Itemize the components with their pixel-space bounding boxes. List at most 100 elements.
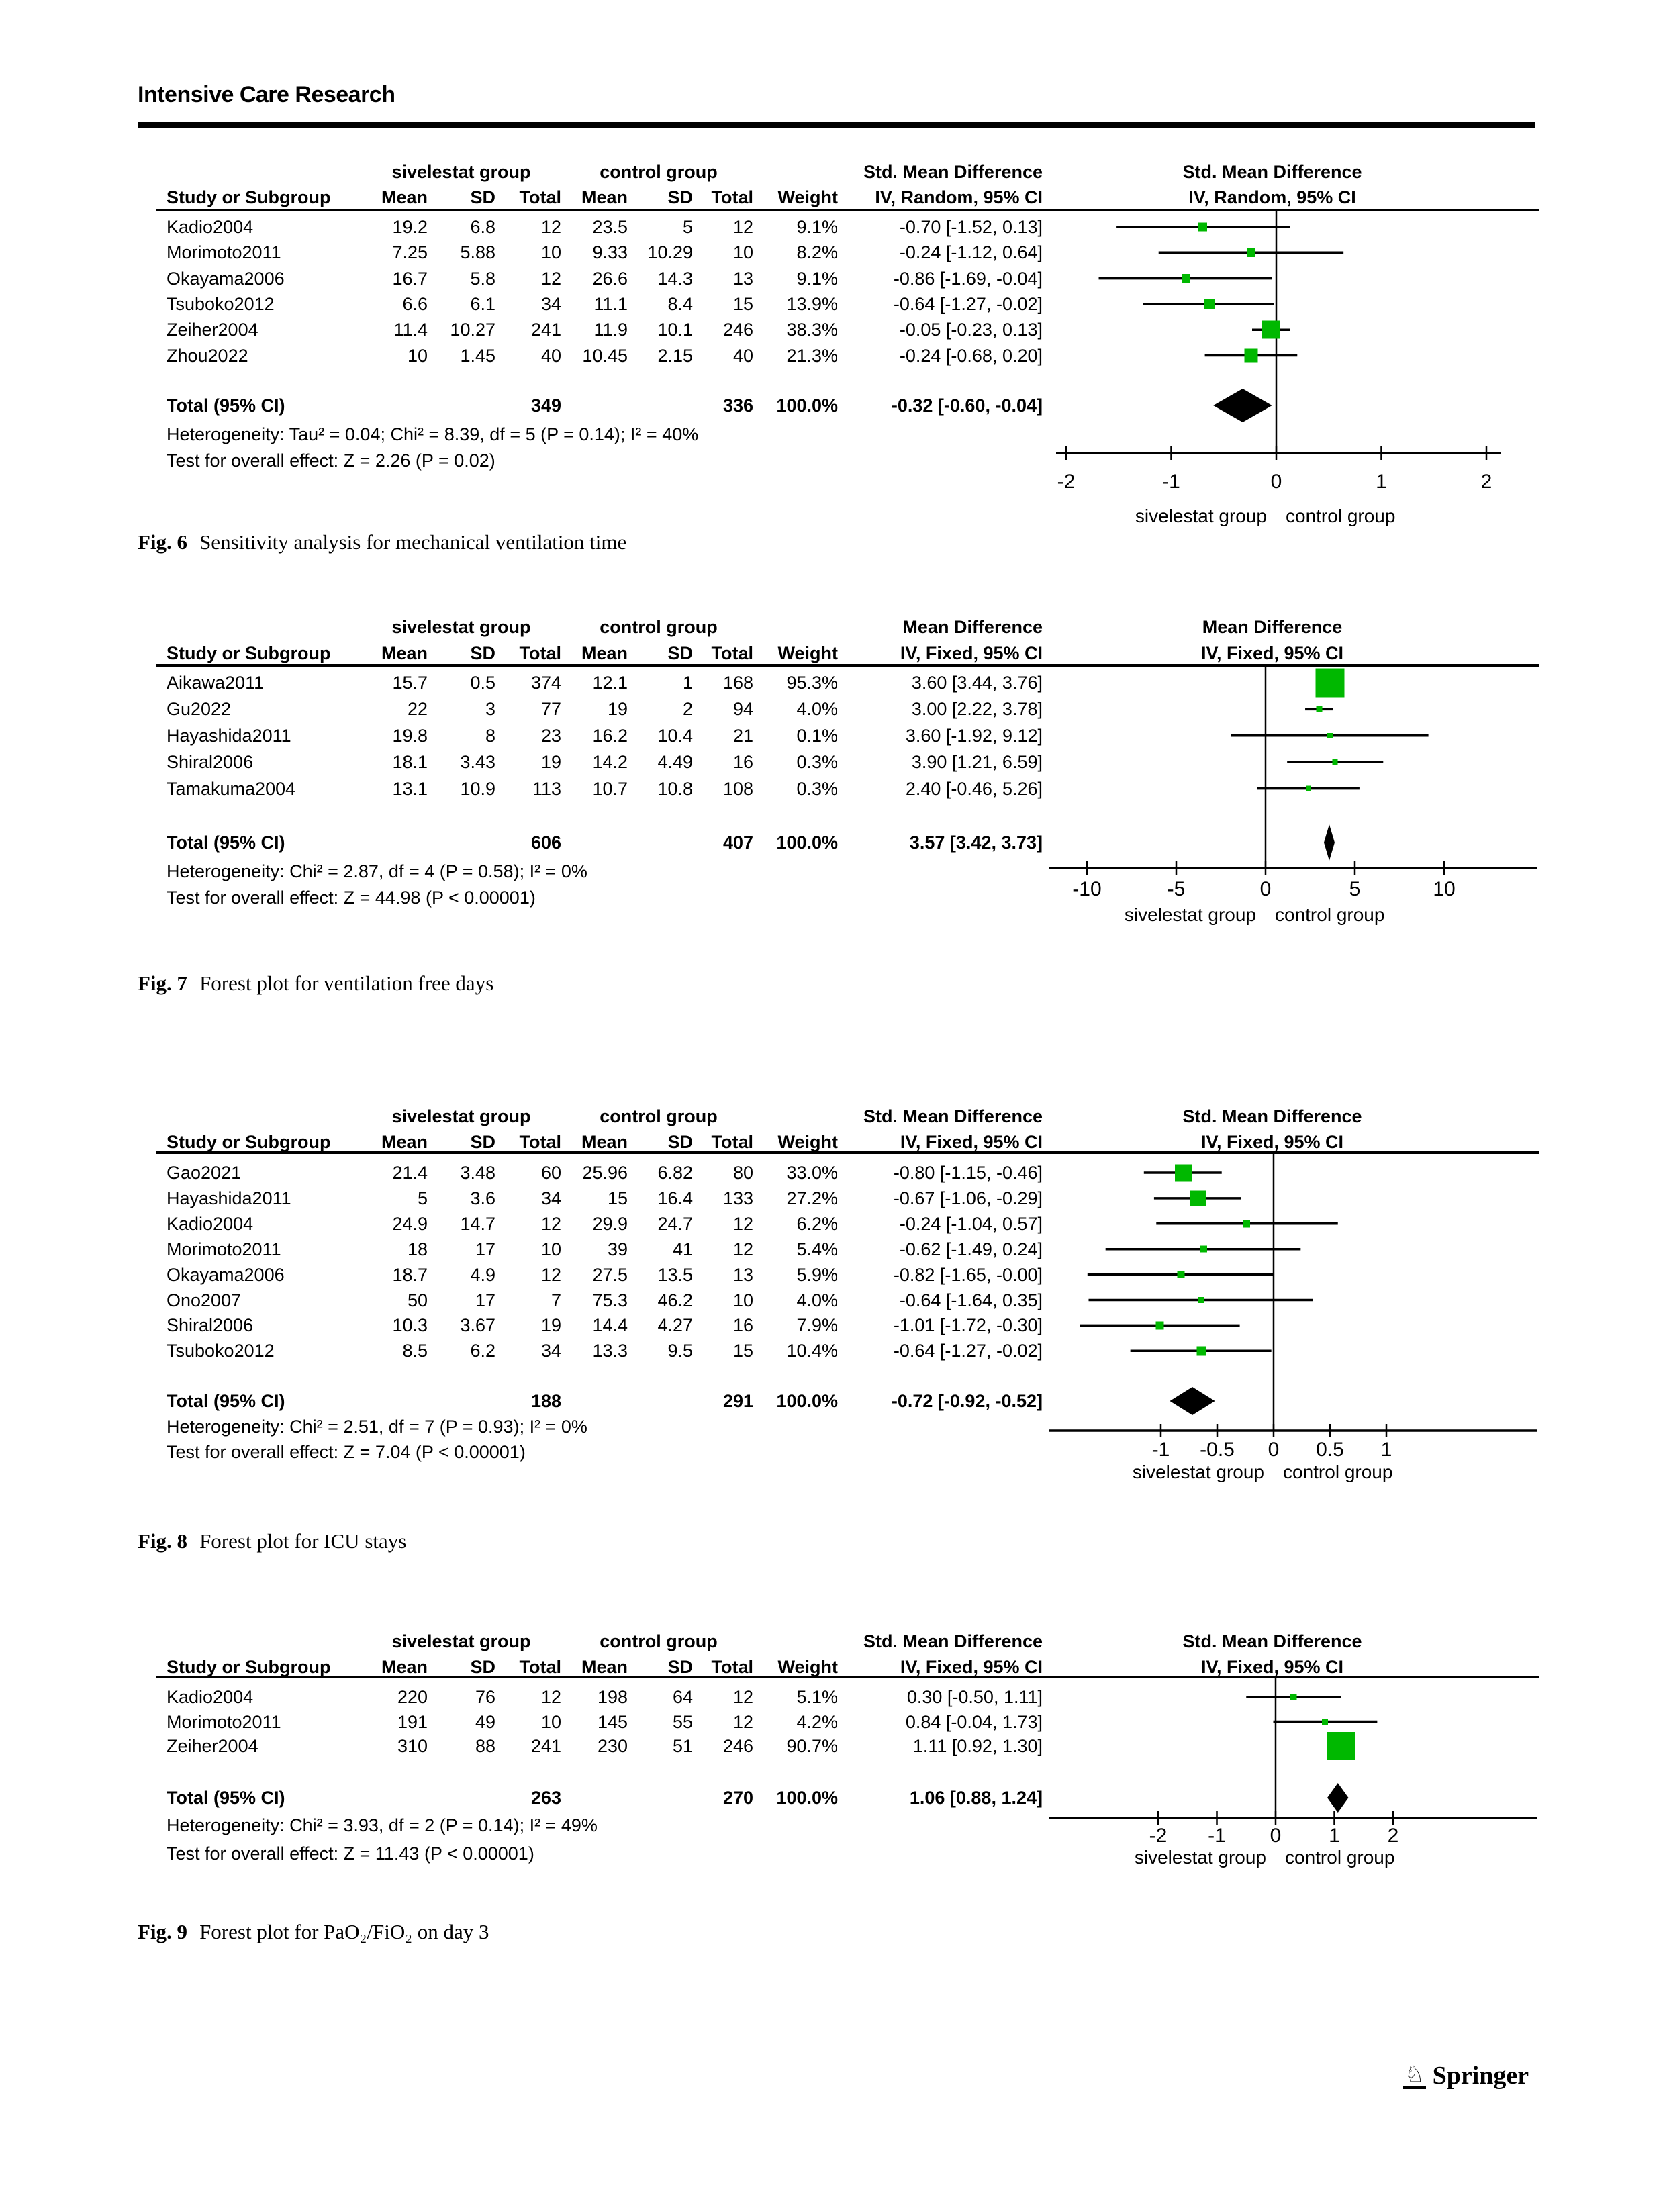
study-row-cell: 12 (732, 217, 753, 237)
study-row-cell: 3.90 [1.21, 6.59] (911, 752, 1043, 773)
study-row-cell: 77 (540, 699, 561, 720)
study-row-cell: -0.24 [-1.12, 0.64] (899, 242, 1043, 263)
total-row-n1: 349 (530, 395, 561, 416)
heterogeneity-text: Heterogeneity: Chi² = 3.93, df = 2 (P = … (166, 1815, 598, 1835)
plot-effect-header: Std. Mean Difference (1182, 1631, 1362, 1651)
study-row-cell: 0.3% (796, 752, 838, 773)
study-column-header: Study or Subgroup (166, 643, 331, 663)
study-row-cell: 3 (485, 699, 495, 720)
study-row-cell: 76 (475, 1687, 495, 1707)
study-row-cell: 191 (397, 1711, 428, 1732)
axis-tick-label: 0 (1268, 1439, 1280, 1461)
study-row-cell: 6.8 (470, 217, 495, 237)
springer-knight-icon: ♘ (1403, 2063, 1426, 2089)
axis-tick-label: 5 (1349, 878, 1361, 900)
study-row-label: Hayashida2011 (166, 1188, 291, 1208)
study-row-cell: 40 (732, 345, 753, 366)
figure-9-caption-text: Forest plot for PaO₂/FiO₂ on day 3 (199, 1920, 489, 1943)
study-column-header: Study or Subgroup (166, 187, 331, 207)
axis-right-group-label: control group (1285, 1847, 1394, 1868)
study-row-cell: 18.1 (392, 752, 428, 773)
effect-header: Std. Mean Difference (863, 162, 1043, 182)
column-header: Total (519, 187, 562, 207)
study-row-cell: 80 (732, 1163, 753, 1183)
method-header: IV, Fixed, 95% CI (900, 1132, 1043, 1152)
study-row-cell: 6.2% (796, 1213, 838, 1234)
study-row-cell: 13.3 (592, 1341, 628, 1361)
study-row-cell: 2.40 [-0.46, 5.26] (905, 778, 1043, 799)
column-header: Total (519, 1657, 562, 1677)
total-row-ci: -0.32 [-0.60, -0.04] (891, 395, 1043, 416)
study-row-cell: 10 (732, 1290, 753, 1310)
figure-9-caption-label: Fig. 9 (138, 1920, 188, 1943)
study-row-cell: 0.5 (470, 673, 495, 693)
column-header: SD (470, 1657, 495, 1677)
study-row-cell: 23 (540, 725, 561, 746)
study-row-label: Kadio2004 (166, 217, 254, 237)
axis-tick-label: 0 (1271, 471, 1282, 493)
figure-7-caption-text: Forest plot for ventilation free days (199, 971, 494, 995)
effect-marker (1198, 1297, 1204, 1303)
study-row-cell: -0.80 [-1.15, -0.46] (893, 1163, 1043, 1183)
study-row-cell: 108 (722, 778, 753, 799)
study-row-cell: 94 (732, 699, 753, 720)
study-row-cell: -0.24 [-1.04, 0.57] (899, 1213, 1043, 1234)
study-row-cell: 19 (607, 699, 628, 720)
effect-marker (1203, 298, 1215, 309)
study-row-cell: 34 (540, 293, 561, 314)
publisher-logo: ♘ Springer (1403, 2061, 1529, 2090)
total-row-n1: 606 (530, 832, 561, 853)
study-row-cell: 46.2 (657, 1290, 693, 1310)
study-row-cell: 10.4% (786, 1341, 838, 1361)
study-row-cell: 3.43 (460, 752, 495, 773)
study-row-cell: 13.5 (657, 1264, 693, 1285)
study-row-cell: -0.86 [-1.69, -0.04] (893, 268, 1043, 289)
study-row-cell: -0.70 [-1.52, 0.13] (899, 217, 1043, 237)
total-diamond (1323, 824, 1335, 861)
study-row-cell: 27.2% (786, 1188, 838, 1208)
study-row-cell: 1.11 [0.92, 1.30] (912, 1736, 1043, 1756)
study-row-cell: 50 (407, 1290, 428, 1310)
table-header-rule (156, 1676, 1539, 1678)
axis-tick-label: 0.5 (1316, 1439, 1344, 1461)
study-row-cell: 19.2 (392, 217, 428, 237)
study-row-cell: -0.82 [-1.65, -0.00] (893, 1264, 1043, 1285)
column-header: Weight (777, 187, 839, 207)
study-row-cell: 3.60 [3.44, 3.76] (911, 673, 1043, 693)
study-row-cell: 41 (672, 1239, 693, 1259)
study-row-label: Okayama2006 (166, 268, 285, 289)
study-row-cell: 16.2 (592, 725, 628, 746)
study-row-label: Zeiher2004 (166, 1736, 258, 1756)
study-row-cell: 10.9 (460, 778, 495, 799)
study-row-cell: -0.24 [-0.68, 0.20] (899, 345, 1043, 366)
study-row-cell: 24.9 (392, 1213, 428, 1234)
publisher-name: Springer (1432, 2062, 1529, 2090)
study-row-cell: 14.3 (657, 268, 693, 289)
study-row-cell: 2 (682, 699, 693, 720)
group2-header: control group (600, 1106, 718, 1126)
study-row-cell: 12 (540, 1687, 561, 1707)
column-header: Weight (777, 1657, 839, 1677)
total-row-n2: 407 (722, 832, 753, 853)
plot-method-header: IV, Fixed, 95% CI (1200, 1132, 1344, 1152)
study-row-cell: 15 (732, 293, 753, 314)
effect-marker (1322, 1719, 1328, 1725)
study-row-cell: 11.4 (393, 320, 428, 340)
study-row-cell: 5.4% (796, 1239, 838, 1259)
study-row-cell: -0.64 [-1.27, -0.02] (893, 1341, 1043, 1361)
study-row-cell: 0.30 [-0.50, 1.11] (906, 1687, 1043, 1707)
study-row-cell: 241 (530, 320, 561, 340)
study-row-cell: 13 (732, 268, 753, 289)
group2-header: control group (600, 1631, 718, 1651)
effect-marker (1198, 222, 1207, 232)
axis-tick-label: -0.5 (1200, 1439, 1235, 1461)
study-row-cell: -0.05 [-0.23, 0.13] (899, 320, 1043, 340)
study-row-cell: 13.1 (392, 778, 428, 799)
forest-plot-canvas: -10 -5 0 5 10 sivelestat group control group (1049, 664, 1537, 925)
effect-marker (1244, 348, 1258, 363)
overall-effect-text: Test for overall effect: Z = 7.04 (P < 0… (166, 1442, 526, 1462)
study-row-cell: 8 (485, 725, 495, 746)
effect-marker (1290, 1694, 1297, 1700)
axis-left-group-label: sivelestat group (1133, 1461, 1264, 1482)
